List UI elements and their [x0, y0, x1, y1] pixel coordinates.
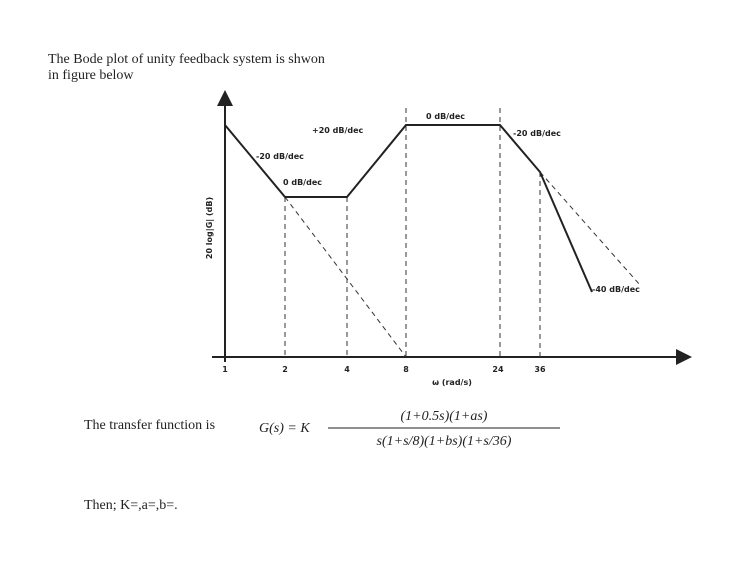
transfer-numerator: (1+0.5s)(1+as) [401, 409, 488, 424]
transfer-prefix: The transfer function is [84, 418, 216, 433]
bode-magnitude [224, 124, 593, 293]
x-tick-label: 36 [534, 365, 546, 374]
question-line: in figure below [48, 68, 134, 83]
transfer-denominator: s(1+s/8)(1+bs)(1+s/36) [377, 434, 512, 449]
slope-label: -20 dB/dec [256, 152, 304, 161]
slope-label: +20 dB/dec [312, 126, 364, 135]
transfer-lhs: G(s) = K [259, 421, 310, 436]
slope-label: 0 dB/dec [283, 178, 322, 187]
slope-label: -40 dB/dec [592, 285, 640, 294]
slope-label: 0 dB/dec [426, 112, 465, 121]
slope-label: -20 dB/dec [513, 129, 561, 138]
x-tick-label: 1 [222, 365, 228, 374]
x-tick-label: 24 [492, 365, 504, 374]
guide-lines [284, 108, 641, 358]
x-tick-label: 2 [282, 365, 288, 374]
question-line: The Bode plot of unity feedback system i… [48, 52, 325, 67]
x-axis-label: ω (rad/s) [432, 378, 472, 387]
question-line: Then; K=,a=,b=. [84, 498, 178, 513]
x-tick-label: 8 [403, 365, 409, 374]
y-axis-label: 20 log|G| (dB) [205, 197, 214, 259]
x-tick-label: 4 [344, 365, 350, 374]
